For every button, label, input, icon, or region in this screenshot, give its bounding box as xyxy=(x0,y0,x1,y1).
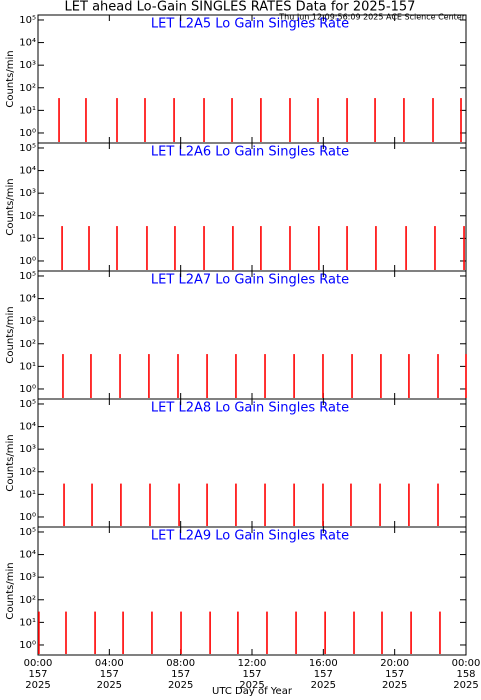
x-tick-label: 2025 xyxy=(311,680,336,691)
x-tick-label: 2025 xyxy=(97,680,122,691)
y-tick-label: 10² xyxy=(19,211,36,222)
x-tick-label: 04:00 xyxy=(95,658,124,669)
y-tick-label: 10² xyxy=(19,595,36,606)
panel-title: LET L2A9 Lo Gain Singles Rate xyxy=(151,529,349,544)
x-tick-label: 00:00 xyxy=(24,658,53,669)
y-tick-label: 10⁰ xyxy=(19,256,36,267)
y-tick-label: 10¹ xyxy=(19,361,36,372)
panel-frame xyxy=(37,526,467,656)
panel-title: LET L2A7 Lo Gain Singles Rate xyxy=(151,273,349,288)
x-tick-label: 2025 xyxy=(168,680,193,691)
y-tick-label: 10¹ xyxy=(19,617,36,628)
x-tick-label: 2025 xyxy=(382,680,407,691)
x-tick-label: 20:00 xyxy=(380,658,409,669)
y-tick-label: 10⁵ xyxy=(19,143,36,154)
y-tick-label: 10⁵ xyxy=(19,15,36,26)
y-axis-label: Counts/min xyxy=(5,434,16,491)
y-tick-label: 10² xyxy=(19,83,36,94)
y-axis-label: Counts/min xyxy=(5,562,16,619)
y-tick-label: 10⁰ xyxy=(19,384,36,395)
x-tick-label: 12:00 xyxy=(238,658,267,669)
y-tick-label: 10⁵ xyxy=(19,527,36,538)
y-tick-label: 10⁵ xyxy=(19,399,36,410)
y-tick-label: 10⁰ xyxy=(19,640,36,651)
chart-subtitle: Thu Jun 12 09:56:09 2025 ACE Science Cen… xyxy=(278,13,465,22)
y-tick-label: 10⁴ xyxy=(19,166,36,177)
y-tick-label: 10⁴ xyxy=(19,422,36,433)
x-tick-label: 2025 xyxy=(25,680,50,691)
x-tick-label: 157 xyxy=(314,669,333,680)
y-tick-label: 10⁴ xyxy=(19,38,36,49)
x-tick-label: 00:00 xyxy=(452,658,481,669)
x-tick-label: 08:00 xyxy=(166,658,195,669)
y-tick-label: 10² xyxy=(19,467,36,478)
y-tick-label: 10¹ xyxy=(19,489,36,500)
y-tick-label: 10¹ xyxy=(19,105,36,116)
y-tick-label: 10⁴ xyxy=(19,550,36,561)
y-axis-label: Counts/min xyxy=(5,306,16,363)
y-tick-label: 10⁵ xyxy=(19,271,36,282)
x-tick-label: 157 xyxy=(242,669,261,680)
x-tick-label: 2025 xyxy=(239,680,264,691)
panel-frame xyxy=(37,398,467,528)
panel-title: LET L2A5 Lo Gain Singles Rate xyxy=(151,17,349,32)
y-tick-label: 10³ xyxy=(19,572,36,583)
chart-title: LET ahead Lo-Gain SINGLES RATES Data for… xyxy=(65,0,416,15)
y-axis-label: Counts/min xyxy=(5,50,16,107)
y-tick-label: 10⁰ xyxy=(19,128,36,139)
panel-frame xyxy=(37,14,467,144)
x-tick-label: 2025 xyxy=(453,680,478,691)
x-tick-label: 158 xyxy=(456,669,475,680)
y-tick-label: 10¹ xyxy=(19,233,36,244)
panel-frame xyxy=(37,270,467,400)
x-tick-label: 16:00 xyxy=(309,658,338,669)
x-tick-label: 157 xyxy=(385,669,404,680)
y-tick-label: 10⁴ xyxy=(19,294,36,305)
x-tick-label: 157 xyxy=(28,669,47,680)
y-tick-label: 10³ xyxy=(19,60,36,71)
panel-frame xyxy=(37,142,467,272)
y-tick-label: 10³ xyxy=(19,316,36,327)
y-tick-label: 10³ xyxy=(19,444,36,455)
x-axis-label: UTC Day of Year xyxy=(212,686,293,697)
panel-title: LET L2A6 Lo Gain Singles Rate xyxy=(151,145,349,160)
x-tick-label: 157 xyxy=(100,669,119,680)
y-axis-label: Counts/min xyxy=(5,178,16,235)
y-tick-label: 10³ xyxy=(19,188,36,199)
panel-title: LET L2A8 Lo Gain Singles Rate xyxy=(151,401,349,416)
y-tick-label: 10⁰ xyxy=(19,512,36,523)
y-tick-label: 10² xyxy=(19,339,36,350)
x-tick-label: 157 xyxy=(171,669,190,680)
